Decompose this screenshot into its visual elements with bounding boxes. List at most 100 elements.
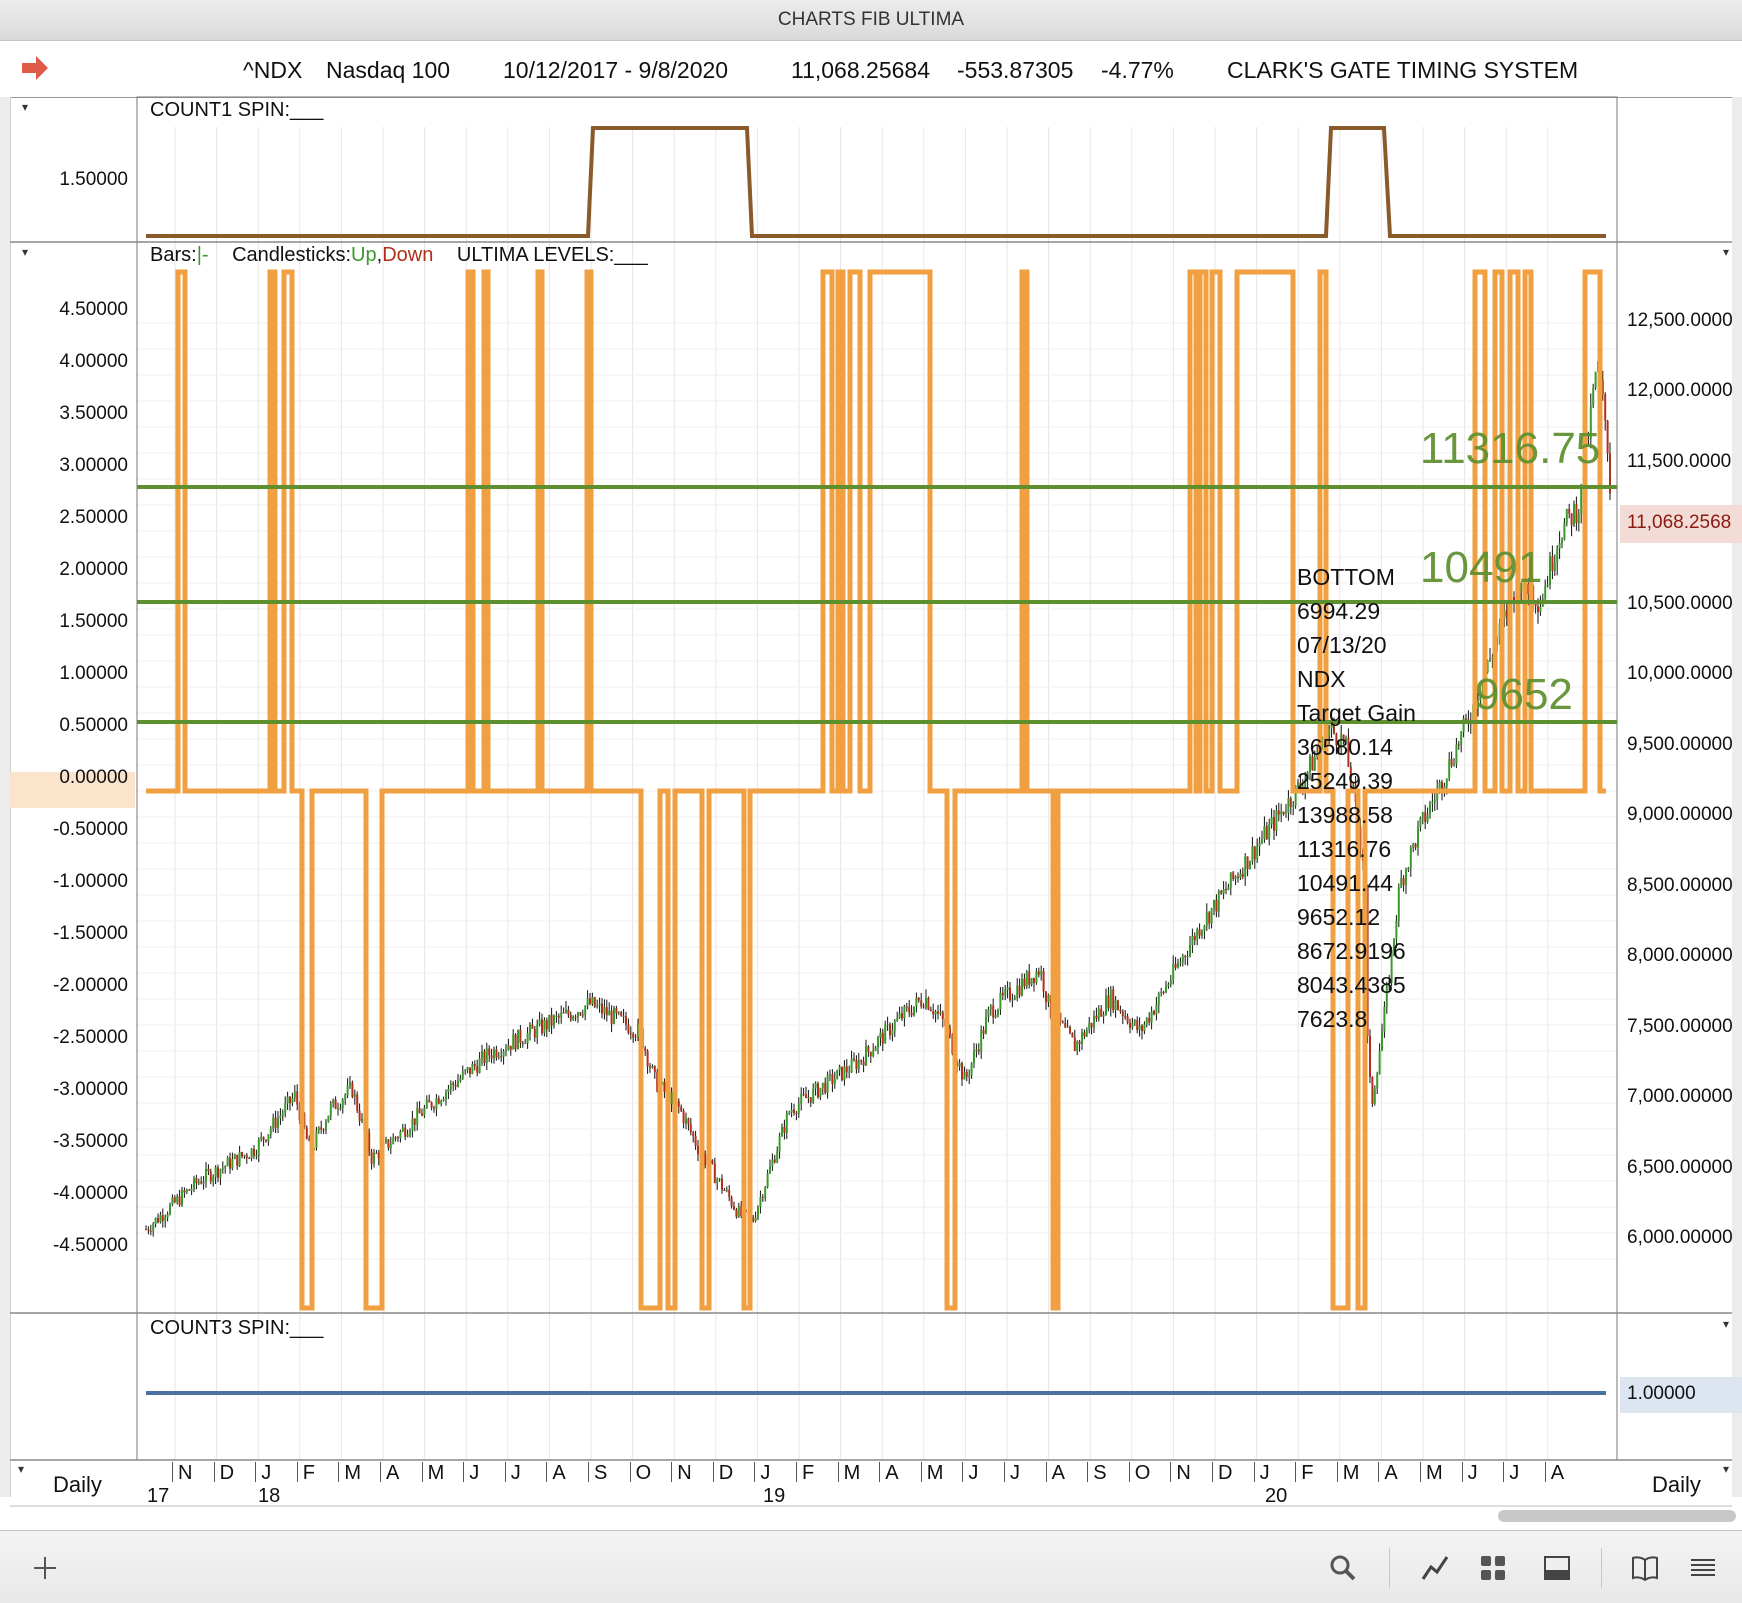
candle-down <box>1366 886 1369 1036</box>
symbol-name: Nasdaq 100 <box>326 57 451 83</box>
candle-up <box>968 1075 971 1077</box>
candle-up <box>1004 989 1007 996</box>
candle-up <box>1244 856 1247 877</box>
right-axis-tick: 7,500.00000 <box>1627 1016 1733 1037</box>
search-icon[interactable] <box>1328 1553 1358 1583</box>
candle-down <box>917 997 920 1001</box>
candle-down <box>195 1178 198 1184</box>
candle-down <box>1424 812 1427 822</box>
candle-up <box>1455 744 1458 764</box>
candle-down <box>802 1093 805 1095</box>
candle-up <box>435 1098 438 1109</box>
candle-up <box>293 1091 296 1098</box>
month-tick <box>255 1462 257 1482</box>
month-tick <box>1212 1462 1213 1482</box>
year-label: 17 <box>147 1485 170 1507</box>
candle-down <box>541 1019 543 1034</box>
candle-up <box>1258 842 1261 847</box>
book-icon[interactable] <box>1630 1553 1660 1583</box>
candle-up <box>1556 548 1559 564</box>
month-label: A <box>552 1462 566 1484</box>
month-label: J <box>968 1462 979 1484</box>
candle-up <box>1589 405 1592 439</box>
month-tick <box>504 1462 506 1482</box>
candle-up <box>1217 890 1220 912</box>
period-right[interactable]: Daily <box>1652 1472 1701 1497</box>
candle-down <box>1042 970 1045 992</box>
candle-up <box>481 1051 483 1059</box>
candle-up <box>1229 872 1232 888</box>
candle-up <box>1016 985 1019 998</box>
candle-up <box>1340 734 1343 749</box>
line-chart-icon[interactable] <box>1420 1553 1450 1583</box>
candle-down <box>1568 508 1571 514</box>
candle-down <box>334 1099 337 1109</box>
list-icon[interactable] <box>1688 1553 1718 1583</box>
candle-up <box>1445 778 1448 787</box>
month-label: A <box>885 1462 899 1484</box>
candle-down <box>562 1012 565 1014</box>
annotation-line: BOTTOM <box>1297 564 1395 590</box>
add-icon[interactable] <box>30 1553 60 1583</box>
candle-up <box>224 1166 227 1168</box>
count1-panel-menu-icon[interactable]: ▾ <box>22 100 29 114</box>
grid-icon[interactable] <box>1478 1553 1508 1583</box>
main-panel-menu-icon[interactable]: ▾ <box>22 245 29 259</box>
candle-up <box>1400 878 1403 888</box>
candle-up <box>471 1063 474 1074</box>
candle-up <box>1491 657 1494 659</box>
candle-down <box>937 1011 939 1014</box>
right-axis-tick: 11,500.0000 <box>1627 451 1732 472</box>
candle-down <box>1028 971 1031 985</box>
candle-up <box>797 1103 800 1114</box>
month-tick <box>837 1462 839 1482</box>
candle-up <box>915 997 918 1007</box>
candle-up <box>255 1155 258 1157</box>
candle-up <box>874 1047 877 1052</box>
period-left[interactable]: Daily <box>53 1472 102 1497</box>
month-tick <box>463 1462 465 1482</box>
month-tick <box>380 1462 381 1482</box>
axis-menu-right-icon[interactable]: ▾ <box>1723 1462 1730 1476</box>
panel-icon[interactable] <box>1542 1553 1572 1583</box>
candle-up <box>1138 1025 1141 1030</box>
main-panel-menu-right-icon[interactable]: ▾ <box>1723 245 1730 259</box>
candle-up <box>524 1043 527 1045</box>
candle-up <box>325 1122 327 1131</box>
candle-up <box>461 1071 464 1079</box>
candle-up <box>1205 912 1208 926</box>
left-axis-tick: 3.00000 <box>59 455 128 476</box>
month-label: J <box>760 1462 771 1484</box>
candle-up <box>281 1113 284 1116</box>
candle-up <box>315 1131 318 1148</box>
candle-down <box>1141 1025 1143 1032</box>
last-price: 11,068.25684 <box>791 57 930 83</box>
left-axis-tick: 4.00000 <box>59 351 128 372</box>
candle-up <box>838 1066 841 1070</box>
candle-up <box>877 1037 879 1048</box>
candle-down <box>473 1063 476 1067</box>
candle-down <box>1045 991 1047 1003</box>
candle-up <box>1477 700 1479 709</box>
candle-down <box>569 1014 572 1020</box>
candle-down <box>418 1108 421 1114</box>
count3-panel-menu-icon[interactable]: ▾ <box>1723 1317 1730 1331</box>
horizontal-scrollbar[interactable] <box>1498 1510 1736 1522</box>
candle-down <box>368 1132 371 1152</box>
candle-up <box>1088 1022 1091 1030</box>
candle-up <box>1580 484 1583 514</box>
candle-down <box>454 1084 457 1087</box>
candle-up <box>1436 789 1439 801</box>
month-tick <box>629 1462 631 1482</box>
month-label: M <box>427 1462 445 1484</box>
candle-down <box>905 1006 908 1008</box>
arrow-right-icon[interactable] <box>20 53 50 83</box>
bottom-toolbar <box>0 1530 1742 1603</box>
candle-up <box>1030 978 1033 985</box>
axis-menu-left-icon[interactable]: ▾ <box>18 1462 25 1476</box>
candle-down <box>488 1048 491 1056</box>
candle-down <box>1208 912 1211 924</box>
candle-down <box>862 1061 865 1066</box>
candle-down <box>1078 1041 1081 1044</box>
